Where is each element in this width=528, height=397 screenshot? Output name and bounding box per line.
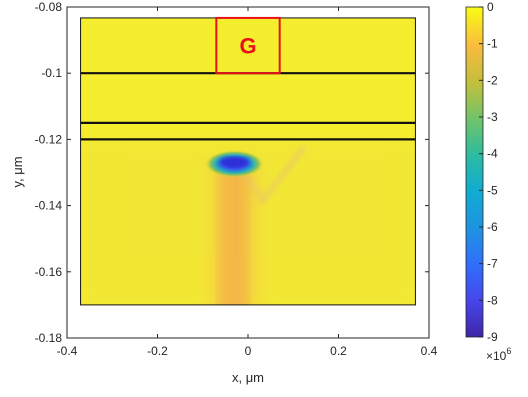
gate-marker-label: G — [239, 34, 256, 59]
field-column-core — [218, 160, 249, 305]
x-tick-label: 0 — [245, 344, 252, 358]
colorbar: 0 -1 -2 -3 -4 -5 -6 -7 -8 -9 — [465, 0, 498, 344]
colorbar-tick-label: -7 — [487, 257, 498, 271]
y-tick-label: -0.08 — [35, 0, 63, 14]
y-tick-label: -0.14 — [35, 199, 63, 213]
colorbar-tick-label: -4 — [487, 147, 498, 161]
colorbar-tick-label: 0 — [487, 0, 494, 14]
colorbar-tick-label: -3 — [487, 110, 498, 124]
x-axis-label: x, μm — [232, 370, 264, 385]
y-tick-label: -0.12 — [35, 132, 63, 146]
overlays: G — [80, 16, 416, 306]
colorbar-tick-label: -1 — [487, 37, 498, 51]
gate-marker-box — [215, 16, 281, 75]
x-axis-ticks: -0.4 -0.2 0 0.2 0.4 — [57, 7, 438, 358]
x-tick-label: 0.4 — [421, 344, 438, 358]
x-tick-label: -0.4 — [57, 344, 78, 358]
colorbar-tick-label: -2 — [487, 73, 498, 87]
y-tick-label: -0.16 — [35, 265, 63, 279]
hotspot-core — [219, 156, 250, 167]
colorbar-tick-label: -5 — [487, 183, 498, 197]
y-axis-label: y, μm — [10, 156, 25, 187]
field-heatmap — [80, 17, 416, 305]
colorbar-tick-label: -8 — [487, 293, 498, 307]
colorbar-tick-label: -6 — [487, 220, 498, 234]
y-tick-label: -0.18 — [35, 331, 63, 345]
x-tick-label: -0.2 — [147, 344, 168, 358]
y-axis-ticks: -0.08 -0.1 -0.12 -0.14 -0.16 -0.18 — [35, 0, 429, 345]
y-tick-label: -0.1 — [41, 66, 62, 80]
colorbar-tick-label: -9 — [487, 330, 498, 344]
x-tick-label: 0.2 — [330, 344, 347, 358]
colorbar-gradient — [465, 6, 484, 338]
colorbar-exponent: ×106 — [486, 346, 511, 363]
